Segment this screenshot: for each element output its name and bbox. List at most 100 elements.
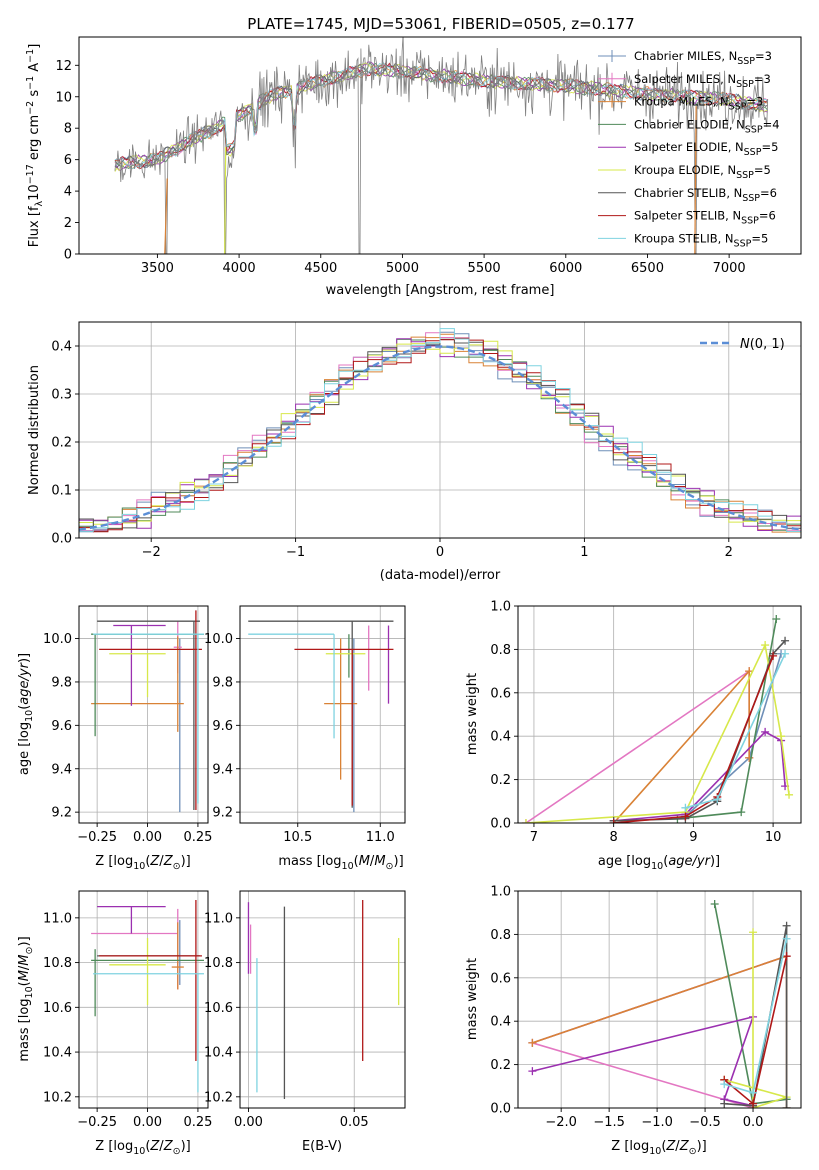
massweight-marker	[769, 651, 778, 660]
x-tick-label: 0.00	[133, 830, 162, 845]
y-axis-label: mass weight	[465, 673, 480, 755]
x-tick-label: 0.0	[743, 1115, 764, 1130]
massweight-marker	[710, 900, 719, 909]
y-tick-label: 9.6	[212, 719, 233, 734]
massweight-marker	[772, 615, 781, 624]
x-tick-label: 8	[610, 830, 618, 845]
massweight-line	[684, 653, 782, 818]
x-tick-label: 7	[530, 830, 538, 845]
x-tick-label: −0.25	[77, 830, 117, 845]
massweight-marker	[720, 1080, 729, 1089]
y-tick-label: 9.8	[212, 675, 233, 690]
y-tick-label: 0.4	[490, 1015, 511, 1030]
model-edge	[694, 106, 697, 254]
x-tick-label: 7000	[713, 261, 746, 276]
legend-label: Chabrier ELODIE, NSSP=4	[634, 117, 780, 135]
y-tick-label: 1.0	[490, 885, 511, 900]
x-tick-label: 0	[436, 545, 444, 560]
y-tick-label: 0.0	[490, 817, 511, 832]
x-tick-label: 0.05	[340, 1115, 369, 1130]
x-axis-label: mass [log10(M/M⊙)]	[278, 854, 403, 872]
massweight-marker	[781, 636, 790, 645]
grid-mass-vs-Z	[79, 891, 208, 1108]
y-tick-label: 0.4	[51, 340, 72, 355]
x-tick-label: −1	[286, 545, 305, 560]
plot-age-vs-mass	[248, 620, 394, 813]
y-tick-label: 10	[55, 90, 72, 105]
massweight-marker	[777, 732, 786, 741]
y-tick-label: 10.0	[43, 632, 72, 647]
massweight-marker	[782, 921, 791, 930]
frame-age-vs-Z	[78, 605, 209, 824]
panel-massweight-vs-age: 7 8 9 10 0.0 0.2 0.4 0.6 0.8 1.0 age [log10(age/yr…	[465, 600, 802, 872]
plot-age-vs-Z	[91, 610, 204, 813]
y-tick-label: 0.0	[490, 1102, 511, 1117]
legend-label: Kroupa ELODIE, NSSP=5	[634, 163, 771, 181]
frame-mass-vs-Z	[78, 890, 209, 1109]
frame-spectrum	[78, 36, 802, 255]
y-tick-label: 10.4	[204, 1046, 233, 1061]
massweight-line	[724, 938, 788, 1094]
x-tick-label: 5000	[386, 261, 419, 276]
y-tick-label: 0.6	[490, 686, 511, 701]
massweight-marker	[782, 934, 791, 943]
x-axis-label: Z [log10(Z/Z⊙)]	[95, 854, 190, 872]
plot-massweight-vs-age	[521, 615, 794, 823]
plot-mass-vs-EBV	[247, 899, 400, 1100]
x-tick-label: 0.25	[183, 1115, 212, 1130]
y-tick-label: 10.2	[43, 1090, 72, 1105]
x-tick-label: 4500	[304, 261, 337, 276]
y-tick-label: 0.2	[490, 1058, 511, 1073]
x-tick-label: 11.0	[366, 830, 395, 845]
plot-spectrum	[114, 37, 769, 254]
x-tick-label: −2.0	[545, 1115, 577, 1130]
panel-spectrum: 3500 4000 4500 5000 5500 6000 6500 7000 0 2 4 6 8 10 1…	[25, 36, 802, 298]
frame-massweight-vs-age	[517, 605, 802, 824]
x-axis-label: age [log10(age/yr)]	[598, 854, 720, 872]
x-tick-label: 4000	[223, 261, 256, 276]
y-axis-label: age [log10(age/yr)]	[17, 653, 35, 775]
massweight-marker	[749, 1099, 758, 1108]
x-tick-label: −2	[142, 545, 161, 560]
legend-label: Salpeter ELODIE, NSSP=5	[634, 140, 778, 158]
legend: Chabrier MILES, NSSP=3 Salpeter MILES, NS…	[598, 49, 780, 249]
legend-label: Salpeter MILES, NSSP=3	[634, 72, 771, 90]
panel-residuals: −2 −1 0 1 2 0.0 0.1 0.2 0.3 0.4 N(0, 1) (data-model…	[27, 321, 802, 583]
x-tick-label: 3500	[141, 261, 174, 276]
panel-age-vs-Z: −0.25 0.00 0.25 9.2 9.4 9.6 9.8 10.0 Z [log10(Z/…	[17, 605, 212, 872]
massweight-line	[613, 669, 750, 823]
massweight-marker	[528, 1067, 537, 1076]
y-tick-label: 9.2	[212, 806, 233, 821]
x-axis-label: wavelength [Angstrom, rest frame]	[326, 283, 555, 298]
y-tick-label: 10.8	[43, 956, 72, 971]
y-axis-label: Flux [fλ10−17 erg cm−2 s−1 A−1]	[25, 44, 45, 248]
massweight-marker	[761, 641, 770, 650]
y-tick-label: 0.3	[51, 388, 72, 403]
massweight-marker	[785, 790, 794, 799]
y-tick-label: 10.2	[204, 1090, 233, 1105]
y-tick-label: 0.0	[51, 532, 72, 547]
x-tick-label: 10	[765, 830, 782, 845]
legend-label: Chabrier MILES, NSSP=3	[634, 49, 772, 67]
plot-residuals	[79, 328, 801, 533]
y-tick-label: 9.4	[212, 762, 233, 777]
legend-label: Kroupa MILES, NSSP=3	[634, 95, 763, 113]
y-tick-label: 12	[55, 59, 72, 74]
massweight-marker	[737, 808, 746, 817]
x-tick-label: 10.5	[283, 830, 312, 845]
legend-label: Kroupa STELIB, NSSP=5	[634, 231, 768, 249]
frame-mass-vs-EBV	[239, 890, 406, 1109]
x-tick-label: 5500	[468, 261, 501, 276]
y-tick-label: 4	[64, 185, 72, 200]
panel-mass-vs-Z: −0.25 0.00 0.25 10.2 10.4 10.6 10.8 11.0 Z [log1…	[17, 890, 212, 1157]
massweight-marker	[713, 795, 722, 804]
legend-label: N(0, 1)	[740, 337, 785, 352]
y-tick-label: 9.2	[51, 806, 72, 821]
y-tick-label: 0.2	[490, 773, 511, 788]
y-tick-label: 10.0	[204, 632, 233, 647]
x-tick-label: −0.5	[689, 1115, 721, 1130]
y-tick-label: 10.4	[43, 1046, 72, 1061]
y-tick-label: 10.8	[204, 956, 233, 971]
x-tick-label: 6500	[631, 261, 664, 276]
